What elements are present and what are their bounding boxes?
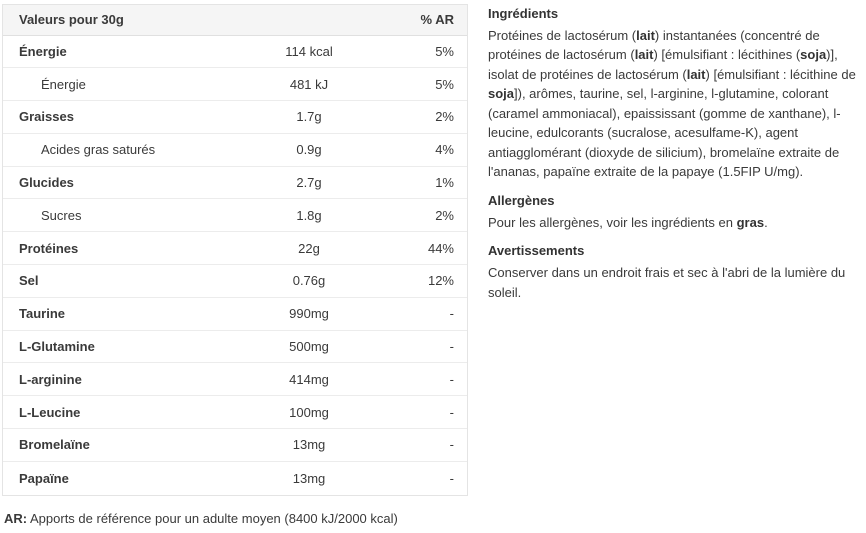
footnote-text: Apports de référence pour un adulte moye…	[27, 510, 398, 526]
table-row: Bromelaïne 13mg -	[3, 429, 467, 462]
table-header-serving-label: Valeurs pour 30g	[19, 12, 124, 28]
row-ar-percent: 1%	[435, 175, 454, 191]
row-ar-percent: 5%	[435, 43, 454, 59]
table-row: Graisses 1.7g 2%	[3, 101, 467, 134]
row-ar-percent: -	[449, 339, 454, 355]
row-amount-value: 2.7g	[296, 175, 322, 191]
row-nutrient-label: Sucres	[41, 207, 82, 223]
table-row: Acides gras saturés 0.9g 4%	[3, 134, 467, 167]
table-row: L-Glutamine 500mg -	[3, 331, 467, 364]
row-nutrient-label: Glucides	[19, 175, 74, 191]
row-ar-percent: -	[449, 437, 454, 453]
row-nutrient-label: L-arginine	[19, 371, 82, 387]
info-section-ingredients: Ingrédients Protéines de lactosérum (lait…	[488, 5, 858, 182]
row-nutrient-label: Papaïne	[19, 470, 69, 486]
row-amount-value: 13mg	[292, 437, 326, 453]
allergens-heading: Allergènes	[488, 192, 555, 208]
row-ar-percent: 44%	[427, 240, 454, 256]
row-amount-value: 481 kJ	[289, 76, 329, 92]
nutrition-values-column: Valeurs pour 30g % AR Énergie 114 kcal 5% É…	[2, 4, 468, 526]
nutrition-table: Valeurs pour 30g % AR Énergie 114 kcal 5% É…	[2, 4, 468, 496]
table-row: Glucides 2.7g 1%	[3, 167, 467, 200]
row-nutrient-label: Protéines	[19, 240, 79, 256]
info-section-allergens: Allergènes Pour les allergènes, voir les …	[488, 192, 858, 232]
row-nutrient-label: L-Leucine	[19, 404, 81, 420]
row-nutrient-label: L-Glutamine	[19, 339, 95, 355]
table-row: L-arginine 414mg -	[3, 363, 467, 397]
row-nutrient-label: Acides gras saturés	[41, 142, 156, 158]
table-row: Énergie 114 kcal 5%	[3, 36, 467, 69]
table-row: Protéines 22g 44%	[3, 232, 467, 266]
warnings-text: Conserver dans un endroit frais et sec à…	[488, 265, 846, 300]
nutrition-table-header-row: Valeurs pour 30g % AR	[3, 5, 467, 36]
row-amount-value: 1.8g	[296, 207, 322, 223]
row-amount-value: 22g	[298, 240, 320, 256]
product-info-column: Ingrédients Protéines de lactosérum (lait…	[488, 4, 860, 526]
row-ar-percent: -	[449, 404, 454, 420]
table-row: Sucres 1.8g 2%	[3, 199, 467, 233]
row-amount-value: 1.7g	[296, 109, 322, 125]
row-ar-percent: 4%	[435, 142, 454, 158]
row-amount-value: 500mg	[289, 339, 329, 355]
row-ar-percent: 5%	[435, 76, 454, 92]
ingredients-heading: Ingrédients	[488, 6, 559, 21]
row-nutrient-label: Graisses	[19, 109, 74, 125]
table-row: L-Leucine 100mg -	[3, 396, 467, 430]
reference-intake-footnote: AR: Apports de référence pour un adulte …	[2, 511, 468, 526]
ingredients-text: Protéines de lactosérum (lait) instantan…	[488, 27, 856, 180]
allergens-text: Pour les allergènes, voir les ingrédient…	[488, 214, 768, 230]
row-amount-value: 0.76g	[292, 273, 326, 289]
row-nutrient-label: Sel	[19, 273, 39, 289]
row-amount-value: 990mg	[289, 306, 329, 322]
table-row: Sel 0.76g 12%	[3, 265, 467, 298]
row-amount-value: 0.9g	[296, 142, 322, 158]
info-section-warnings: Avertissements Conserver dans un endroit …	[488, 242, 858, 302]
row-amount-value: 100mg	[289, 404, 329, 420]
row-nutrient-label: Bromelaïne	[19, 437, 90, 453]
row-amount-value: 13mg	[292, 470, 326, 486]
warnings-heading: Avertissements	[488, 243, 585, 259]
row-ar-percent: -	[449, 371, 454, 387]
row-amount-value: 114 kcal	[285, 43, 333, 59]
footnote-prefix: AR:	[4, 510, 28, 526]
row-ar-percent: 2%	[435, 207, 454, 223]
nutrition-table-body: Énergie 114 kcal 5% Énergie 481 kJ 5% Graisses…	[3, 36, 467, 495]
row-nutrient-label: Énergie	[41, 76, 86, 92]
table-row: Taurine 990mg -	[3, 298, 467, 331]
table-row: Papaïne 13mg -	[3, 462, 467, 495]
row-nutrient-label: Taurine	[19, 306, 65, 322]
row-ar-percent: 2%	[435, 109, 454, 125]
row-amount-value: 414mg	[289, 371, 329, 387]
row-nutrient-label: Énergie	[19, 43, 67, 59]
table-header-ar-label: % AR	[420, 12, 454, 28]
table-row: Énergie 481 kJ 5%	[3, 68, 467, 102]
row-ar-percent: 12%	[427, 273, 454, 289]
row-ar-percent: -	[449, 306, 454, 322]
row-ar-percent: -	[449, 470, 454, 486]
